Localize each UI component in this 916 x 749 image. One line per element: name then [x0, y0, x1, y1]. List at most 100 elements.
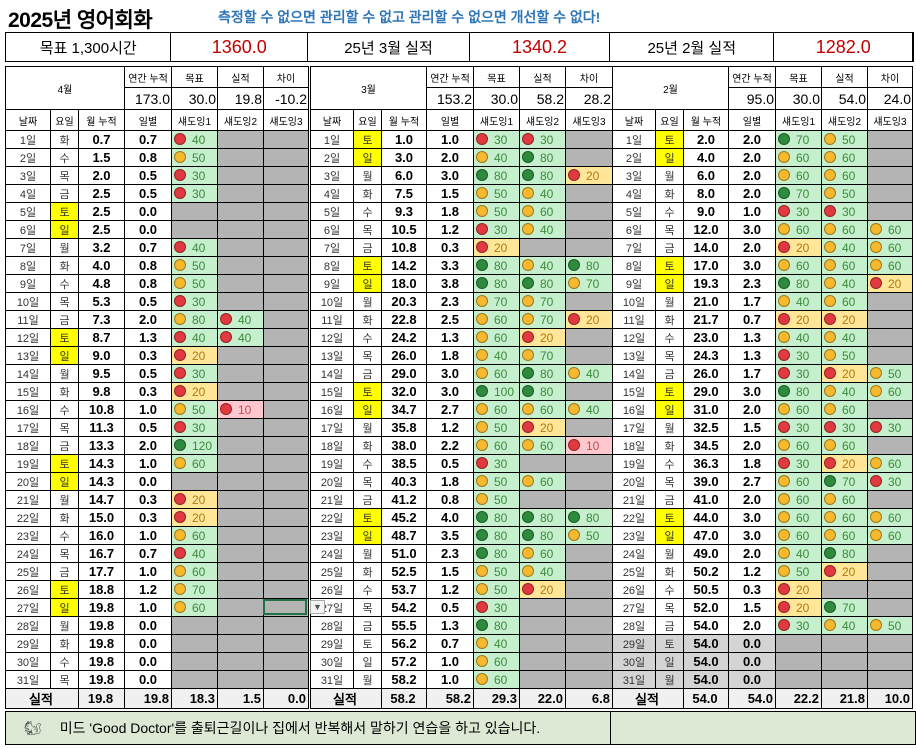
- date-cell[interactable]: 31일: [612, 670, 656, 689]
- weekday-cell[interactable]: 수: [50, 526, 79, 545]
- shadowing-cell-empty[interactable]: [217, 184, 264, 203]
- weekday-cell[interactable]: 월: [50, 238, 79, 257]
- shadowing-cell-empty[interactable]: [867, 652, 913, 671]
- shadowing-cell-empty[interactable]: [821, 634, 868, 653]
- date-cell[interactable]: 1일: [612, 130, 656, 149]
- monthly-cumulative-cell[interactable]: 54.0: [683, 652, 729, 671]
- shadowing-cell-empty[interactable]: [565, 634, 613, 653]
- weekday-cell[interactable]: 토: [50, 454, 79, 473]
- weekday-cell[interactable]: 목: [50, 544, 79, 563]
- monthly-cumulative-cell[interactable]: 48.7: [381, 526, 427, 545]
- date-cell[interactable]: 10일: [310, 292, 354, 311]
- shadowing-cell[interactable]: 30: [171, 364, 218, 383]
- monthly-cumulative-cell[interactable]: 8.7: [78, 328, 125, 347]
- shadowing-cell-empty[interactable]: [217, 670, 264, 689]
- shadowing-cell-empty[interactable]: [821, 580, 868, 599]
- date-cell[interactable]: 20일: [5, 472, 51, 491]
- weekday-cell[interactable]: 수: [353, 202, 382, 221]
- shadowing-cell[interactable]: 50: [821, 346, 868, 365]
- monthly-cumulative-cell[interactable]: 24.3: [683, 346, 729, 365]
- shadowing-cell-empty[interactable]: [775, 670, 822, 689]
- shadowing-cell[interactable]: 30: [867, 418, 913, 437]
- weekday-cell[interactable]: 목: [353, 220, 382, 239]
- date-cell[interactable]: 15일: [5, 382, 51, 401]
- daily-cell[interactable]: 2.0: [728, 400, 776, 419]
- shadowing-cell-empty[interactable]: [263, 346, 309, 365]
- daily-cell[interactable]: 1.3: [728, 328, 776, 347]
- shadowing-cell[interactable]: 20: [821, 364, 868, 383]
- date-cell[interactable]: 3일: [5, 166, 51, 185]
- date-cell[interactable]: 16일: [5, 400, 51, 419]
- shadowing-cell[interactable]: 60: [473, 436, 520, 455]
- date-cell[interactable]: 23일: [612, 526, 656, 545]
- shadowing-cell-empty[interactable]: [263, 490, 309, 509]
- shadowing-cell-empty[interactable]: [867, 400, 913, 419]
- date-cell[interactable]: 16일: [310, 400, 354, 419]
- daily-cell[interactable]: 0.3: [124, 490, 172, 509]
- monthly-cumulative-cell[interactable]: 9.0: [78, 346, 125, 365]
- daily-cell[interactable]: 2.0: [728, 238, 776, 257]
- date-cell[interactable]: 19일: [5, 454, 51, 473]
- shadowing-cell[interactable]: 40: [473, 346, 520, 365]
- monthly-cumulative-cell[interactable]: 9.3: [381, 202, 427, 221]
- daily-cell[interactable]: 0.5: [124, 184, 172, 203]
- daily-cell[interactable]: 0.5: [426, 454, 474, 473]
- monthly-cumulative-cell[interactable]: 1.0: [381, 130, 427, 149]
- shadowing-cell[interactable]: 60: [519, 544, 566, 563]
- shadowing-cell-empty[interactable]: [263, 454, 309, 473]
- shadowing-cell[interactable]: 60: [821, 490, 868, 509]
- daily-cell[interactable]: 3.0: [426, 382, 474, 401]
- shadowing-cell[interactable]: 60: [519, 400, 566, 419]
- date-cell[interactable]: 7일: [5, 238, 51, 257]
- weekday-cell[interactable]: 일: [655, 526, 684, 545]
- weekday-cell[interactable]: 일: [50, 220, 79, 239]
- shadowing-cell[interactable]: 50: [473, 418, 520, 437]
- shadowing-cell[interactable]: 60: [775, 166, 822, 185]
- shadowing-cell[interactable]: 10: [217, 400, 264, 419]
- monthly-cumulative-cell[interactable]: 54.0: [683, 616, 729, 635]
- weekday-cell[interactable]: 일: [50, 472, 79, 491]
- weekday-cell[interactable]: 금: [655, 616, 684, 635]
- shadowing-cell[interactable]: 50: [171, 256, 218, 275]
- monthly-cumulative-cell[interactable]: 29.0: [683, 382, 729, 401]
- weekday-cell[interactable]: 일: [655, 274, 684, 293]
- monthly-cumulative-cell[interactable]: 2.5: [78, 184, 125, 203]
- shadowing-cell-empty[interactable]: [217, 418, 264, 437]
- date-cell[interactable]: 8일: [612, 256, 656, 275]
- shadowing-cell[interactable]: 40: [217, 328, 264, 347]
- shadowing-cell[interactable]: 60: [775, 472, 822, 491]
- shadowing-cell-empty[interactable]: [867, 490, 913, 509]
- date-cell[interactable]: 31일: [310, 670, 354, 689]
- shadowing-cell-empty[interactable]: [263, 220, 309, 239]
- shadowing-cell-empty[interactable]: [565, 454, 613, 473]
- shadowing-cell-empty[interactable]: [217, 634, 264, 653]
- shadowing-cell[interactable]: 20: [775, 580, 822, 599]
- date-cell[interactable]: 28일: [310, 616, 354, 635]
- monthly-cumulative-cell[interactable]: 20.3: [381, 292, 427, 311]
- shadowing-cell-empty[interactable]: [263, 328, 309, 347]
- shadowing-cell[interactable]: 60: [821, 256, 868, 275]
- shadowing-cell[interactable]: 20: [775, 310, 822, 329]
- daily-cell[interactable]: 1.8: [426, 346, 474, 365]
- shadowing-cell[interactable]: 60: [821, 526, 868, 545]
- shadowing-cell[interactable]: 50: [473, 490, 520, 509]
- monthly-cumulative-cell[interactable]: 52.5: [381, 562, 427, 581]
- shadowing-cell-empty[interactable]: [263, 184, 309, 203]
- shadowing-cell-empty[interactable]: [867, 130, 913, 149]
- shadowing-cell[interactable]: 50: [171, 274, 218, 293]
- shadowing-cell[interactable]: 40: [821, 274, 868, 293]
- daily-cell[interactable]: 1.2: [426, 220, 474, 239]
- date-cell[interactable]: 20일: [612, 472, 656, 491]
- date-cell[interactable]: 5일: [612, 202, 656, 221]
- weekday-cell[interactable]: 일: [50, 346, 79, 365]
- shadowing-cell-empty[interactable]: [867, 346, 913, 365]
- date-cell[interactable]: 14일: [612, 364, 656, 383]
- shadowing-cell-empty[interactable]: [171, 472, 218, 491]
- weekday-cell[interactable]: 금: [50, 436, 79, 455]
- shadowing-cell-empty[interactable]: [263, 400, 309, 419]
- shadowing-cell[interactable]: 30: [775, 616, 822, 635]
- weekday-cell[interactable]: 월: [353, 166, 382, 185]
- weekday-cell[interactable]: 화: [353, 184, 382, 203]
- weekday-cell[interactable]: 수: [655, 580, 684, 599]
- shadowing-cell-empty[interactable]: [217, 274, 264, 293]
